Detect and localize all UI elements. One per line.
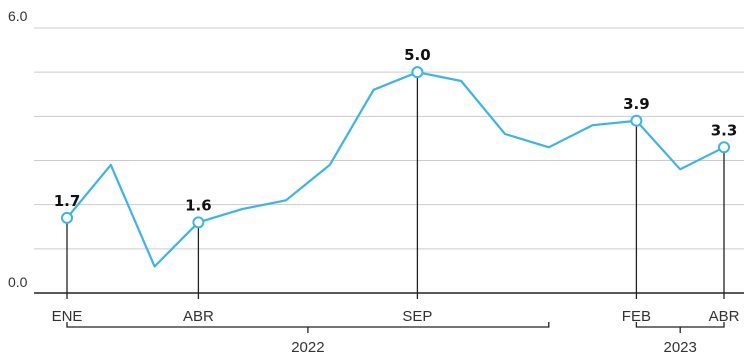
series-line: [66, 71, 725, 268]
x-category-label: FEB: [622, 308, 651, 325]
data-label: 3.9: [623, 95, 650, 113]
x-category-label: ABR: [183, 308, 214, 325]
y-axis-ticks: 6.0 0.0: [8, 8, 28, 290]
data-labels: 1.7 1.6 5.0 3.9 3.3: [54, 46, 738, 214]
gridlines: [34, 27, 744, 250]
point-markers: [61, 66, 730, 229]
year-bracket: [66, 322, 550, 328]
x-category-label: ABR: [709, 308, 740, 325]
point-marker: [718, 141, 730, 154]
y-tick-top: 6.0: [8, 8, 28, 24]
point-marker: [630, 114, 643, 127]
data-label: 3.3: [711, 121, 738, 139]
y-tick-bottom: 0.0: [8, 274, 28, 290]
x-category-label: ENE: [52, 308, 83, 325]
data-label: 5.0: [404, 46, 431, 64]
x-category-label: SEP: [402, 308, 432, 325]
annotation-stems: [66, 72, 725, 299]
year-label: 2022: [291, 339, 324, 356]
point-marker: [61, 211, 73, 224]
year-label: 2023: [664, 339, 697, 356]
point-marker: [411, 66, 424, 79]
data-label: 1.7: [54, 192, 81, 210]
data-label: 1.6: [185, 196, 212, 214]
year-brackets: 2022 2023: [66, 322, 725, 356]
x-axis-categories: ENE ABR SEP FEB ABR: [52, 308, 740, 325]
point-marker: [192, 216, 205, 229]
